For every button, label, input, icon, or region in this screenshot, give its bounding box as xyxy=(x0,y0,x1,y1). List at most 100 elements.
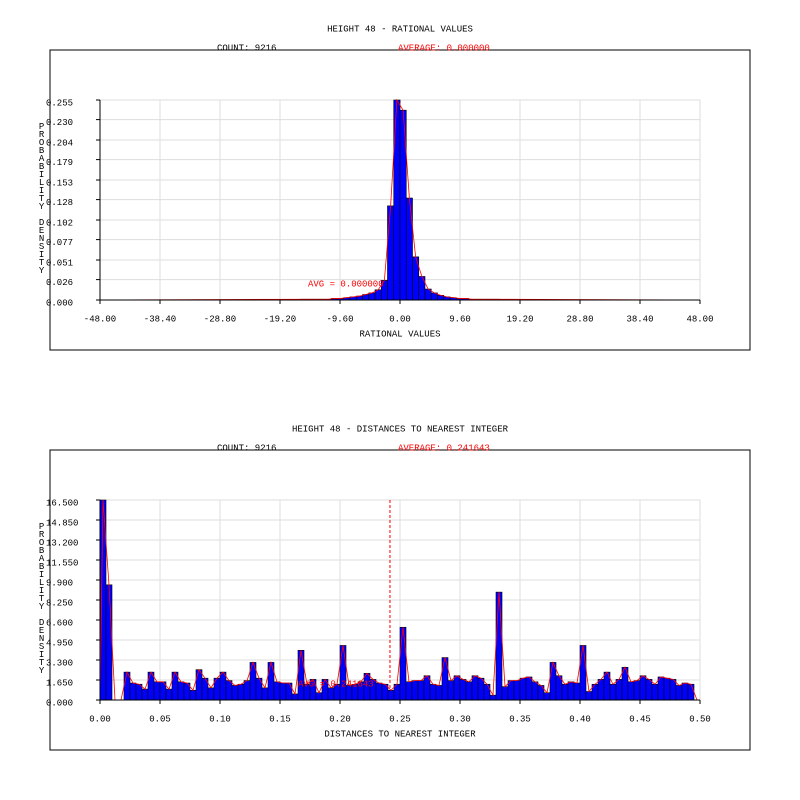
bar xyxy=(177,681,185,701)
x-tick-label: 0.10 xyxy=(209,714,231,724)
bar xyxy=(525,676,533,701)
x-tick-label: 0.05 xyxy=(149,714,171,724)
x-tick-label: 0.15 xyxy=(269,714,291,724)
bar xyxy=(567,681,575,701)
x-tick-label: -38.40 xyxy=(144,314,176,324)
bar xyxy=(243,680,251,701)
bar xyxy=(297,650,305,701)
bar xyxy=(135,683,143,701)
bar xyxy=(189,690,197,701)
avg-annotation: AVG = 0.000000 xyxy=(308,279,384,289)
x-tick-label: 9.60 xyxy=(449,314,471,324)
bar xyxy=(453,675,461,701)
y-tick-label: 0.026 xyxy=(46,278,73,288)
chart-title: HEIGHT 48 - RATIONAL VALUES xyxy=(327,24,473,34)
bar xyxy=(195,669,203,701)
density-line xyxy=(99,499,700,701)
bar xyxy=(405,197,413,301)
bar xyxy=(609,683,617,701)
x-tick-label: 0.35 xyxy=(509,714,531,724)
bar xyxy=(639,675,647,701)
y-tick-label: 8.250 xyxy=(46,598,73,608)
bar xyxy=(171,671,179,701)
bar xyxy=(627,681,635,701)
bar xyxy=(231,685,239,701)
density-line xyxy=(99,98,701,301)
x-tick-label: -9.60 xyxy=(326,314,353,324)
bar xyxy=(273,681,281,701)
x-tick-label: 28.80 xyxy=(566,314,593,324)
chart-title: HEIGHT 48 - DISTANCES TO NEAREST INTEGER xyxy=(292,424,509,434)
bar xyxy=(663,677,671,701)
bar xyxy=(657,676,665,701)
x-tick-label: 19.20 xyxy=(506,314,533,324)
bar xyxy=(615,679,623,701)
bar xyxy=(207,687,215,701)
bar xyxy=(573,682,581,701)
bar xyxy=(261,687,269,701)
bar xyxy=(477,677,485,701)
bar xyxy=(153,681,161,701)
bar xyxy=(141,688,149,701)
bar xyxy=(387,690,395,701)
bar xyxy=(291,693,299,701)
bar xyxy=(579,645,587,701)
bar xyxy=(237,683,245,701)
bar xyxy=(399,626,407,701)
x-tick-label: -28.80 xyxy=(204,314,236,324)
bar xyxy=(459,679,467,701)
bar xyxy=(147,671,155,701)
y-tick-label: 0.000 xyxy=(46,698,73,708)
bar xyxy=(675,685,683,701)
bar xyxy=(561,683,569,701)
y-tick-label: 3.300 xyxy=(46,658,73,668)
x-axis-label: DISTANCES TO NEAREST INTEGER xyxy=(324,729,476,739)
y-tick-label: 13.200 xyxy=(46,538,78,548)
bar xyxy=(669,679,677,701)
x-tick-label: 0.00 xyxy=(389,314,411,324)
bar xyxy=(129,682,137,701)
x-tick-label: 0.50 xyxy=(689,714,711,724)
y-tick-label: 0.077 xyxy=(46,238,73,248)
bar xyxy=(279,682,287,701)
bar xyxy=(597,679,605,701)
avg-annotation: AVG = 0.241643 xyxy=(298,679,374,689)
bar xyxy=(633,680,641,701)
y-tick-label: 0.179 xyxy=(46,158,73,168)
y-tick-label: 11.550 xyxy=(46,558,78,568)
bar xyxy=(393,99,401,301)
bar xyxy=(519,677,527,701)
bar xyxy=(681,682,689,701)
bar xyxy=(411,680,419,701)
x-tick-label: 0.30 xyxy=(449,714,471,724)
bar xyxy=(447,680,455,701)
bar xyxy=(165,688,173,701)
bar xyxy=(483,683,491,701)
frame xyxy=(49,49,751,351)
x-axis-label: RATIONAL VALUES xyxy=(359,329,440,339)
y-axis-label: PROBABILITY DENSITY xyxy=(37,122,47,274)
bar xyxy=(219,671,227,701)
y-tick-label: 0.230 xyxy=(46,118,73,128)
bar xyxy=(105,584,113,701)
x-tick-label: 0.20 xyxy=(329,714,351,724)
x-tick-label: 38.40 xyxy=(626,314,653,324)
x-tick-label: -19.20 xyxy=(264,314,296,324)
y-tick-label: 16.500 xyxy=(46,498,78,508)
bar xyxy=(531,681,539,701)
bar xyxy=(687,683,695,701)
bar xyxy=(417,680,425,701)
bar xyxy=(465,681,473,701)
bar xyxy=(441,657,449,701)
bar xyxy=(435,685,443,701)
y-tick-label: 4.950 xyxy=(46,638,73,648)
bar xyxy=(339,645,347,701)
x-tick-label: 0.00 xyxy=(89,714,111,724)
x-tick-label: 48.00 xyxy=(686,314,713,324)
bar xyxy=(507,680,515,701)
bar xyxy=(501,686,509,701)
bar xyxy=(495,591,503,701)
average-label: AVERAGE: 0.000000 xyxy=(398,43,490,53)
bar xyxy=(585,691,593,701)
frame xyxy=(49,449,751,751)
